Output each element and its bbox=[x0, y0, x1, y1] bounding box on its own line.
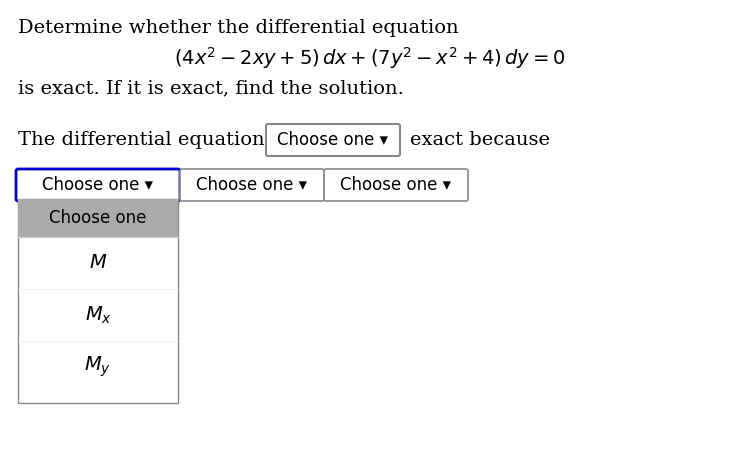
Text: $(4x^2 - 2xy + 5)\,dx + (7y^2 - x^2 + 4)\,dy = 0$: $(4x^2 - 2xy + 5)\,dx + (7y^2 - x^2 + 4)… bbox=[175, 45, 566, 71]
Text: Choose one ▾: Choose one ▾ bbox=[340, 176, 452, 194]
Text: Choose one ▾: Choose one ▾ bbox=[197, 176, 307, 194]
Text: is exact. If it is exact, find the solution.: is exact. If it is exact, find the solut… bbox=[18, 79, 404, 97]
Text: $M$: $M$ bbox=[89, 254, 107, 272]
Text: $M_y$: $M_y$ bbox=[85, 355, 111, 379]
Text: $M_x$: $M_x$ bbox=[85, 304, 111, 325]
Text: The differential equation: The differential equation bbox=[18, 131, 265, 149]
FancyBboxPatch shape bbox=[18, 199, 178, 403]
Text: exact because: exact because bbox=[410, 131, 550, 149]
Text: Determine whether the differential equation: Determine whether the differential equat… bbox=[18, 19, 458, 37]
Text: Choose one: Choose one bbox=[49, 209, 147, 227]
FancyBboxPatch shape bbox=[324, 169, 468, 201]
Text: Choose one ▾: Choose one ▾ bbox=[43, 176, 153, 194]
FancyBboxPatch shape bbox=[16, 169, 180, 201]
FancyBboxPatch shape bbox=[18, 199, 178, 237]
FancyBboxPatch shape bbox=[180, 169, 324, 201]
FancyBboxPatch shape bbox=[266, 124, 400, 156]
Text: Choose one ▾: Choose one ▾ bbox=[278, 131, 388, 149]
